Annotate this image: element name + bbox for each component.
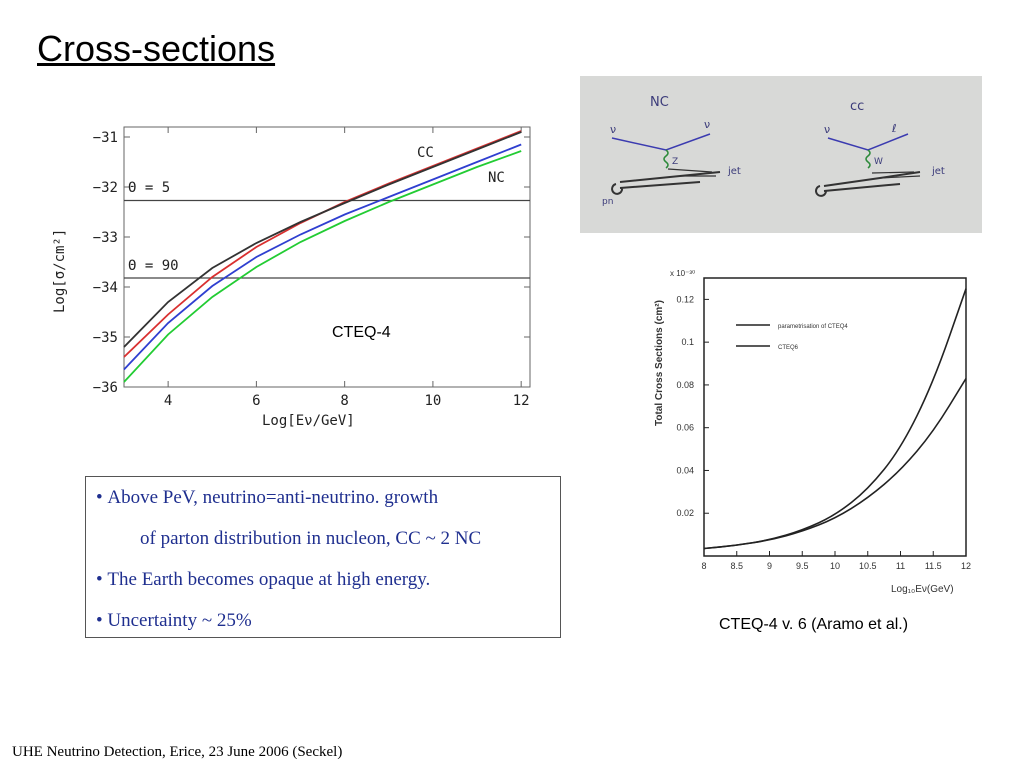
- series-line-CC: [123, 130, 522, 358]
- x-tick-label: 10: [424, 393, 441, 409]
- legend-entry-2: CTEQ6: [778, 345, 799, 351]
- y-axis-label: Total Cross Sections (cm²): [654, 300, 665, 426]
- chart-caption: CTEQ-4: [332, 324, 391, 341]
- series-line-unnamed-2: [123, 143, 522, 371]
- y-tick-label: −32: [93, 180, 118, 196]
- x-tick-label: 4: [164, 393, 172, 409]
- svg-text:ν: ν: [610, 123, 616, 136]
- footer: UHE Neutrino Detection, Erice, 23 June 2…: [12, 744, 343, 760]
- y-tick-label: 0.04: [676, 465, 694, 475]
- nc-title: NC: [650, 95, 669, 110]
- y-axis-label: Log[σ/cm²]: [52, 229, 68, 313]
- y-tick-label: −36: [93, 380, 118, 396]
- y-multiplier: x 10⁻³⁰: [670, 269, 695, 278]
- theta90-label: Θ = 90: [128, 258, 179, 274]
- svg-text:W: W: [874, 157, 883, 167]
- slide-title: Cross-sections: [37, 28, 276, 69]
- x-axis-label: Log₁₀Eν(GeV): [891, 584, 954, 595]
- y-tick-label: 0.02: [676, 508, 694, 518]
- x-tick-label: 9: [767, 561, 772, 571]
- x-tick-label: 10.5: [859, 561, 877, 571]
- x-axis-label: Log[Eν/GeV]: [262, 413, 355, 429]
- bullet-item: • The Earth becomes opaque at high energ…: [96, 569, 431, 590]
- bullet-item: • Above PeV, neutrino=anti-neutrino. gro…: [96, 487, 439, 508]
- x-tick-label: 12: [961, 561, 971, 571]
- series-lines: [123, 130, 530, 383]
- cc-label: CC: [417, 145, 434, 161]
- bullet-item-continued: of parton distribution in nucleon, CC ~ …: [140, 528, 482, 549]
- cross-section-chart: 4 6 8 10 12 −31 −32 −33 −34 −35 −36 CC NC Θ = 5 Θ …: [52, 126, 531, 429]
- feynman-sketch-image: NC cc ν ν Z jet pn ν ℓ W jet: [580, 76, 982, 233]
- x-tick-label: 12: [513, 393, 530, 409]
- y-tick-label: −31: [93, 130, 118, 146]
- y-tick-label: 0.06: [676, 423, 694, 433]
- svg-text:pn: pn: [602, 197, 613, 207]
- x-tick-label: 8: [340, 393, 348, 409]
- chart-caption-right: CTEQ-4 v. 6 (Aramo et al.): [719, 616, 909, 633]
- nc-label: NC: [488, 170, 505, 186]
- svg-text:jet: jet: [727, 166, 741, 177]
- svg-text:ν: ν: [704, 118, 710, 131]
- bullet-item: • Uncertainty ~ 25%: [96, 610, 252, 631]
- series-line-1: [703, 378, 967, 550]
- series-line-unnamed-3: [123, 131, 522, 348]
- svg-text:ℓ: ℓ: [891, 122, 897, 135]
- y-tick-label: −34: [93, 280, 118, 296]
- x-tick-label: 8.5: [730, 561, 743, 571]
- axis-ticks: 4 6 8 10 12 −31 −32 −33 −34 −35 −36: [93, 127, 530, 409]
- series-line-NC: [123, 150, 522, 383]
- bullet-box: • Above PeV, neutrino=anti-neutrino. gro…: [85, 476, 561, 638]
- x-tick-label: 11.5: [925, 561, 942, 571]
- y-tick-label: 0.08: [676, 380, 694, 390]
- aramo-cross-section-chart: 8 8.5 9 9.5 10 10.5 11 11.5 12 0.02 0.04 0.06 0.08 0.…: [654, 269, 971, 595]
- svg-text:ν: ν: [824, 123, 830, 136]
- theta5-label: Θ = 5: [128, 180, 170, 196]
- svg-text:jet: jet: [931, 166, 945, 177]
- x-tick-label: 8: [701, 561, 706, 571]
- x-tick-label: 10: [830, 561, 840, 571]
- x-tick-label: 6: [252, 393, 260, 409]
- y-tick-label: 0.12: [676, 294, 694, 304]
- y-tick-label: −33: [93, 230, 118, 246]
- y-tick-label: −35: [93, 330, 118, 346]
- svg-text:Z: Z: [672, 157, 678, 167]
- x-tick-label: 11: [896, 561, 905, 571]
- y-tick-label: 0.1: [681, 337, 694, 347]
- legend-entry-1: parametrisation of CTEQ4: [778, 324, 848, 330]
- plot-frame: [123, 126, 531, 388]
- cc-title: cc: [850, 99, 864, 114]
- x-tick-label: 9.5: [796, 561, 809, 571]
